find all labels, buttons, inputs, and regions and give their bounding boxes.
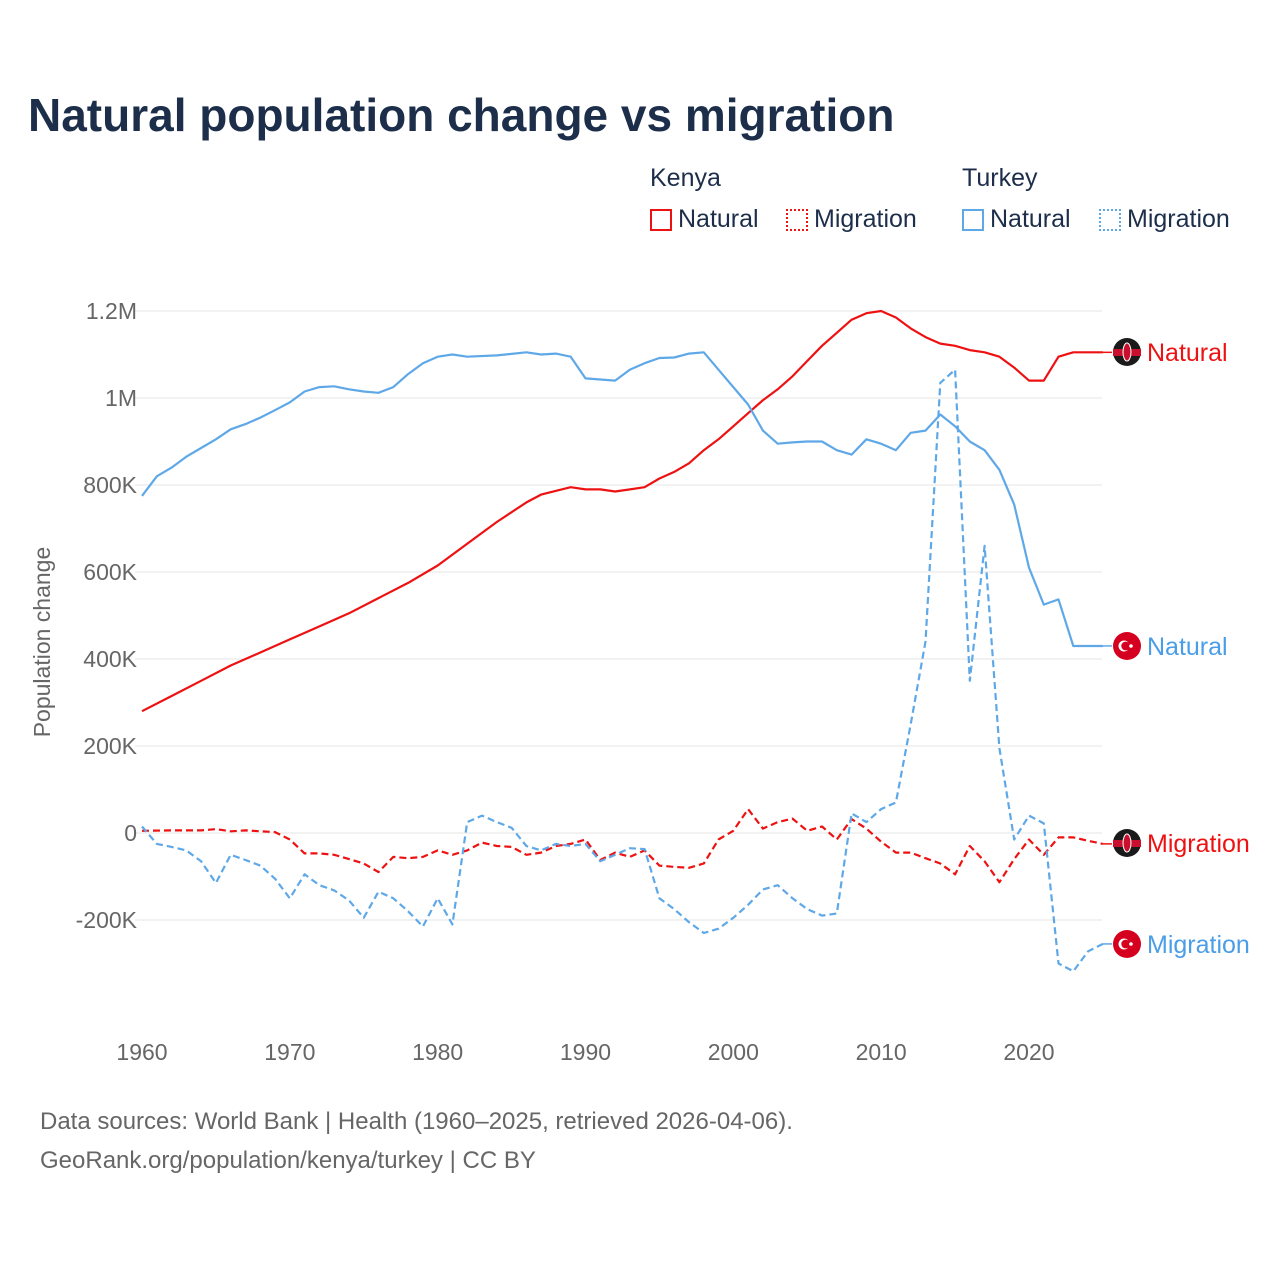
turkey-flag-icon-crescent-cut bbox=[1121, 939, 1131, 949]
source-note: Data sources: World Bank | Health (1960–… bbox=[40, 1108, 793, 1135]
kenya-flag-icon-shield bbox=[1122, 342, 1132, 362]
legend-turkey-natural[interactable]: Natural bbox=[962, 205, 1071, 234]
x-tick-label: 2020 bbox=[1003, 1039, 1054, 1065]
source-link[interactable]: GeoRank.org/population/kenya/turkey | CC… bbox=[40, 1147, 536, 1174]
dotted-swatch-icon bbox=[786, 208, 808, 231]
legend-label: Natural bbox=[990, 205, 1071, 233]
end-label: Natural bbox=[1147, 339, 1228, 367]
legend-label: Natural bbox=[678, 205, 759, 233]
x-tick-label: 2010 bbox=[856, 1039, 907, 1065]
y-axis-label: Population change bbox=[29, 547, 55, 738]
y-tick-label: -200K bbox=[76, 907, 138, 933]
y-tick-label: 1.2M bbox=[86, 298, 137, 324]
chart-title: Natural population change vs migration bbox=[28, 89, 895, 141]
y-tick-label: 200K bbox=[83, 733, 137, 759]
turkey-flag-icon-star bbox=[1129, 644, 1133, 648]
y-tick-label: 600K bbox=[83, 559, 137, 585]
x-tick-label: 1990 bbox=[560, 1039, 611, 1065]
dotted-swatch-icon bbox=[1099, 208, 1121, 231]
x-tick-label: 1980 bbox=[412, 1039, 463, 1065]
solid-swatch-icon bbox=[962, 208, 984, 231]
legend-turkey-migration[interactable]: Migration bbox=[1099, 205, 1230, 234]
y-tick-label: 0 bbox=[124, 820, 137, 846]
x-tick-label: 1960 bbox=[116, 1039, 167, 1065]
y-tick-label: 800K bbox=[83, 472, 137, 498]
turkey-flag-icon-star bbox=[1129, 942, 1133, 946]
end-label: Migration bbox=[1147, 931, 1250, 959]
series-line-kenya-migration bbox=[141, 808, 1104, 884]
legend-group-kenya: Kenya bbox=[650, 164, 721, 192]
series-line-turkey-migration bbox=[141, 368, 1104, 973]
solid-swatch-icon bbox=[650, 208, 672, 231]
turkey-flag-icon-crescent-cut bbox=[1121, 641, 1131, 651]
x-tick-label: 1970 bbox=[264, 1039, 315, 1065]
y-tick-label: 400K bbox=[83, 646, 137, 672]
end-label: Natural bbox=[1147, 633, 1228, 661]
y-tick-label: 1M bbox=[105, 385, 137, 411]
legend-group-turkey: Turkey bbox=[962, 164, 1038, 192]
x-tick-label: 2000 bbox=[708, 1039, 759, 1065]
legend-label: Migration bbox=[814, 205, 917, 233]
kenya-flag-icon-shield bbox=[1122, 833, 1132, 853]
legend-label: Migration bbox=[1127, 205, 1230, 233]
series-line-turkey-natural bbox=[141, 351, 1103, 648]
legend-kenya-natural[interactable]: Natural bbox=[650, 205, 759, 234]
legend-kenya-migration[interactable]: Migration bbox=[786, 205, 917, 234]
series-line-kenya-natural bbox=[141, 309, 1103, 713]
end-label: Migration bbox=[1147, 830, 1250, 858]
